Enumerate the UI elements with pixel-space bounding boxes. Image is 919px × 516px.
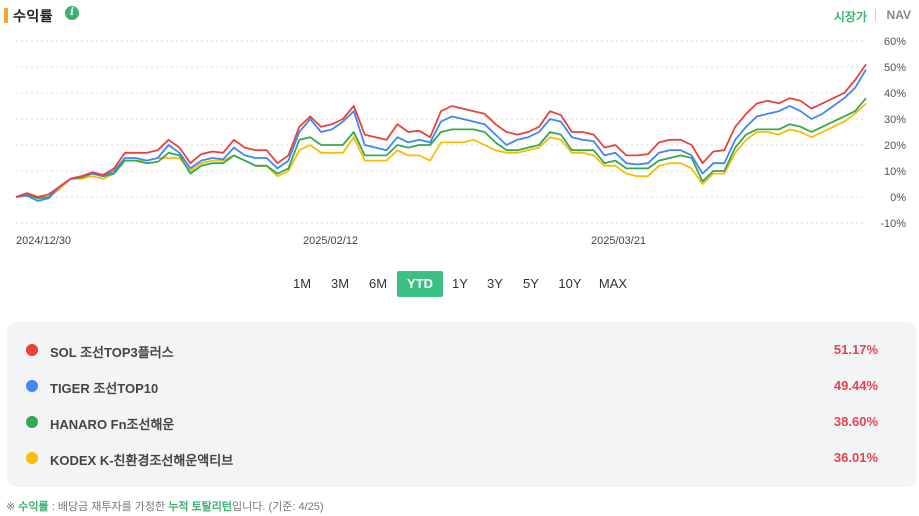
info-icon[interactable]: i [65,6,79,20]
period-selector: 1M 3M 6M YTD 1Y 3Y 5Y 10Y MAX [0,271,919,297]
title-accent-bar [4,8,8,23]
footnote-term: 수익률 [18,501,49,513]
toggle-nav[interactable]: NAV [886,8,911,22]
legend-name: SOL 조선TOP3플러스 [50,345,174,360]
y-tick-label: 60% [884,36,906,48]
legend-color-dot [26,452,38,464]
y-tick-label: 40% [884,88,906,100]
footnote-mark: ※ [6,501,16,513]
chart-title: 수익률 [13,8,54,24]
legend-return-value: 36.01% [833,450,878,465]
footnote-text1: : 배당금 재투자를 가정한 [48,501,169,513]
x-tick-label: 2024/12/30 [16,235,71,247]
legend-name: KODEX K-친환경조선해운액티브 [50,453,234,468]
toggle-market-price[interactable]: 시장가 [833,10,867,24]
period-button-3y[interactable]: 3Y [487,276,503,291]
period-button-5y[interactable]: 5Y [523,276,539,291]
y-tick-label: 20% [884,140,906,152]
period-button-1m[interactable]: 1M [292,276,312,291]
legend-item[interactable]: SOL 조선TOP3플러스 51.17% [7,335,917,365]
period-button-10y[interactable]: 10Y [558,276,582,291]
y-tick-label: 30% [884,114,906,126]
legend-color-dot [26,380,38,392]
legend-panel: SOL 조선TOP3플러스 51.17% TIGER 조선TOP10 49.44% HA… [7,322,917,487]
y-axis-ticks: 60% 50% 40% 30% 20% 10% 0% -10% [880,36,906,230]
series-line [15,102,867,200]
period-button-6m[interactable]: 6M [368,276,388,291]
footnote-term2: 누적 토탈리턴 [168,501,232,513]
footnote-text2: 입니다. (기준: 4/25) [231,501,324,513]
period-button-ytd[interactable]: YTD [397,271,443,297]
x-tick-label: 2025/02/12 [303,235,358,247]
legend-return-value: 51.17% [833,342,878,357]
legend-item[interactable]: HANARO Fn조선해운 38.60% [7,407,917,437]
legend-name: HANARO Fn조선해운 [50,417,175,432]
legend-name: TIGER 조선TOP10 [50,381,159,396]
series-line [15,63,867,198]
x-tick-label: 2025/03/21 [591,235,646,247]
return-line-chart: 60% 50% 40% 30% 20% 10% 0% -10% 2024/12/30 2025/… [15,36,906,247]
period-button-max[interactable]: MAX [598,276,628,291]
x-axis-ticks: 2024/12/30 2025/02/12 2025/03/21 [16,235,646,247]
toggle-divider [875,9,876,21]
series-line [15,69,867,202]
y-tick-label: 10% [884,166,906,178]
legend-return-value: 38.60% [833,414,878,429]
period-button-3m[interactable]: 3M [330,276,350,291]
y-tick-label: -10% [880,218,906,230]
chart-series [15,63,867,202]
legend-color-dot [26,416,38,428]
chart-header: 수익률 i 시장가 NAV [0,0,919,32]
legend-item[interactable]: KODEX K-친환경조선해운액티브 36.01% [7,443,917,473]
series-line [15,97,867,200]
legend-color-dot [26,344,38,356]
footnote: ※ 수익률 : 배당금 재투자를 가정한 누적 토탈리턴입니다. (기준: 4/… [6,498,324,514]
period-button-1y[interactable]: 1Y [452,276,468,291]
y-tick-label: 50% [884,62,906,74]
y-tick-label: 0% [890,192,906,204]
legend-return-value: 49.44% [833,378,878,393]
chart-grid [16,40,866,224]
legend-item[interactable]: TIGER 조선TOP10 49.44% [7,371,917,401]
